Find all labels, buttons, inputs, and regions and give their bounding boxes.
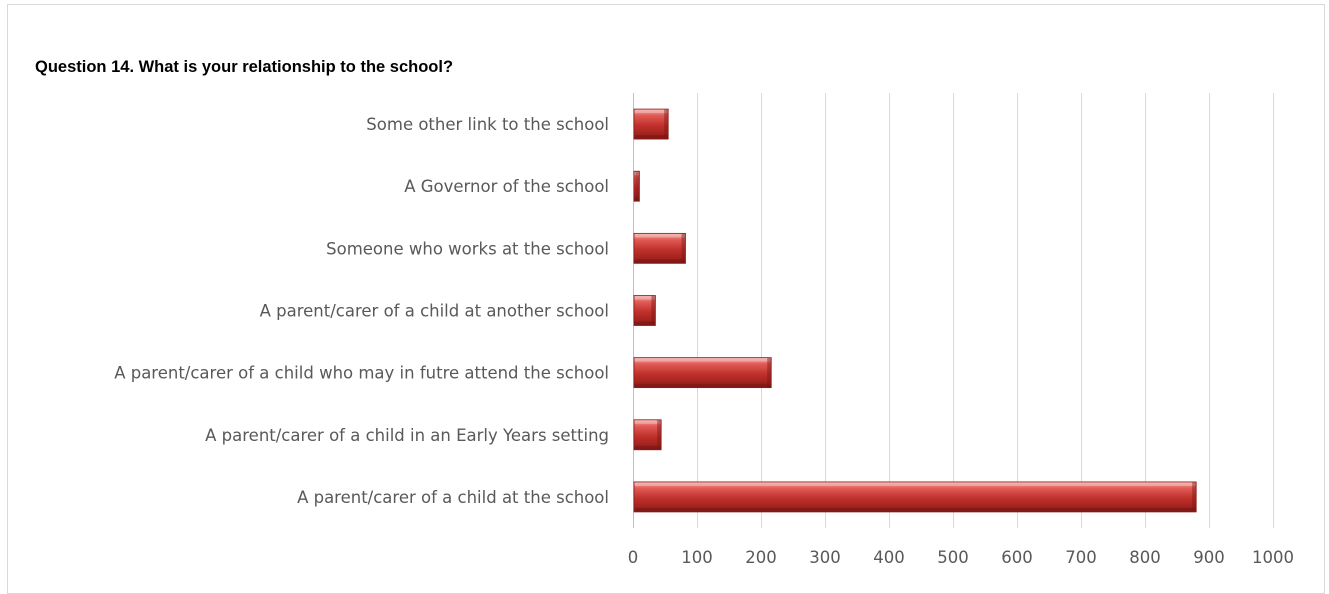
bar: [634, 233, 686, 264]
x-tick-label: 200: [745, 548, 777, 567]
bar-group: [633, 170, 640, 202]
x-tick-label: 400: [873, 548, 905, 567]
bar-group: [633, 232, 686, 264]
bar-bevel-bottom: [634, 197, 640, 202]
x-tick-label: 500: [937, 548, 969, 567]
bars: [633, 108, 1197, 513]
bar-bevel-end: [657, 419, 662, 450]
x-tick-label: 600: [1001, 548, 1033, 567]
category-label: A Governor of the school: [404, 177, 609, 196]
x-tick-label: 700: [1065, 548, 1097, 567]
bar-bevel-bottom: [634, 507, 1197, 512]
bar-bevel-top: [634, 109, 669, 114]
bar-outline: [633, 419, 662, 451]
bar-bevel-top: [634, 419, 662, 424]
bar-outline: [633, 481, 1197, 513]
x-tick-label: 1000: [1252, 548, 1294, 567]
x-tick-label: 0: [628, 548, 639, 567]
bar-bevel-top: [634, 295, 656, 300]
bar-bevel-bottom: [634, 259, 686, 264]
bar: [634, 295, 656, 326]
bar-bevel-top: [634, 481, 1197, 486]
bar-outline: [633, 232, 686, 264]
x-tick-label: 100: [681, 548, 713, 567]
bar-outline: [633, 295, 656, 326]
bar: [634, 419, 662, 450]
chart-title: Question 14. What is your relationship t…: [35, 58, 454, 76]
x-tick-label: 900: [1193, 548, 1225, 567]
bar-group: [633, 357, 772, 389]
bar-outline: [633, 357, 772, 389]
bar-bevel-end: [651, 295, 656, 326]
category-label: Someone who works at the school: [326, 239, 609, 258]
bar-bevel-top: [634, 357, 772, 362]
x-tick-label: 300: [809, 548, 841, 567]
bar-bevel-bottom: [634, 321, 656, 326]
x-tick-label: 800: [1129, 548, 1161, 567]
bar: [634, 171, 640, 202]
bar-bevel-end: [664, 109, 669, 140]
bar-bevel-bottom: [634, 135, 669, 140]
category-label: Some other link to the school: [366, 115, 609, 134]
bar: [634, 481, 1197, 512]
bar-outline: [633, 108, 669, 140]
bar-group: [633, 108, 669, 140]
category-label: A parent/carer of a child at another sch…: [260, 302, 609, 321]
bar-group: [633, 481, 1197, 513]
bar-chart: Some other link to the school A Governor …: [114, 93, 1294, 567]
bar-bevel-top: [634, 233, 686, 238]
bar-bevel-end: [767, 357, 772, 388]
bar-outline: [633, 170, 640, 202]
bar: [634, 109, 669, 140]
category-label: A parent/carer of a child in an Early Ye…: [205, 426, 609, 445]
bar-bevel-bottom: [634, 383, 772, 388]
bar-bevel-top: [634, 171, 640, 176]
bar-bevel-end: [681, 233, 686, 264]
bar-bevel-end: [635, 171, 640, 202]
category-label: A parent/carer of a child who may in fut…: [114, 364, 609, 383]
category-label: A parent/carer of a child at the school: [297, 488, 609, 507]
x-tick-labels: 0 100 200 300 400 500 600 700 800 900 1000: [628, 548, 1294, 567]
bar-bevel-bottom: [634, 445, 662, 450]
bar-group: [633, 419, 662, 451]
bar-group: [633, 295, 656, 326]
bar-bevel-end: [1192, 481, 1197, 512]
gridlines: [697, 93, 1274, 528]
category-labels: Some other link to the school A Governor …: [114, 115, 609, 507]
bar: [634, 357, 772, 388]
